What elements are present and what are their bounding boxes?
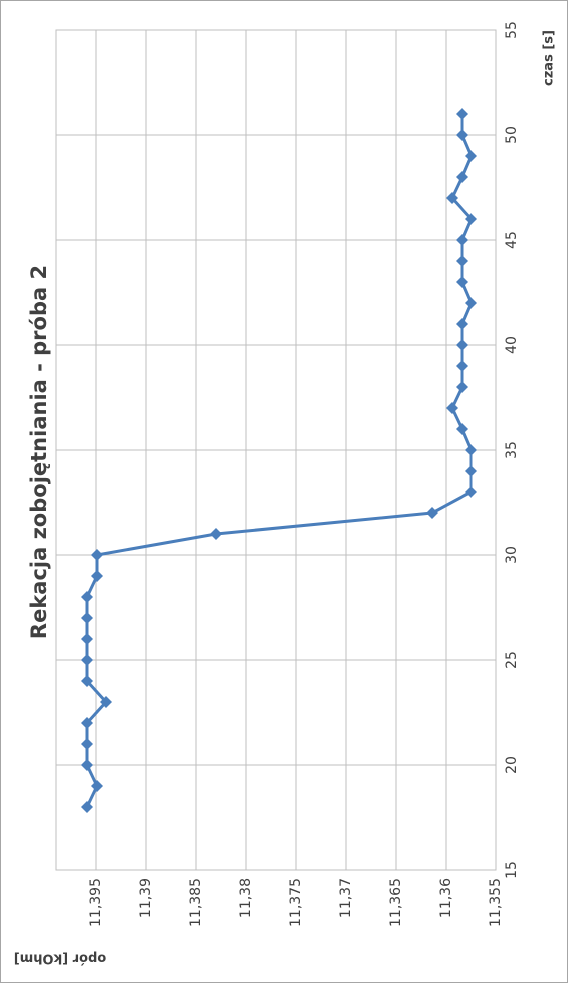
y-tick-label: 11,365 xyxy=(388,878,404,927)
x-tick-label: 30 xyxy=(504,546,520,564)
data-point xyxy=(81,633,93,645)
data-point xyxy=(91,549,103,561)
y-tick-label: 11,37 xyxy=(338,878,354,918)
data-point xyxy=(465,444,477,456)
data-point xyxy=(100,696,112,708)
y-tick-label: 11,375 xyxy=(288,878,304,927)
y-axis-title: opór [kOhm] xyxy=(14,951,107,966)
data-point xyxy=(446,192,458,204)
data-point xyxy=(81,759,93,771)
data-point xyxy=(456,234,468,246)
data-point xyxy=(81,591,93,603)
data-point xyxy=(465,297,477,309)
data-point xyxy=(456,381,468,393)
x-tick-label: 45 xyxy=(504,231,520,249)
data-point xyxy=(81,654,93,666)
y-tick-label: 11,355 xyxy=(488,878,504,927)
data-line xyxy=(85,114,473,808)
x-tick-label: 15 xyxy=(504,861,520,879)
x-tick-label: 20 xyxy=(504,756,520,774)
data-point xyxy=(456,360,468,372)
x-tick-label: 40 xyxy=(504,336,520,354)
y-tick-label: 11,39 xyxy=(138,878,154,918)
data-point xyxy=(456,276,468,288)
chart-title: Rekacja zobojętniania - próba 2 xyxy=(27,265,51,639)
data-point xyxy=(210,528,222,540)
data-point xyxy=(456,108,468,120)
data-point xyxy=(446,402,458,414)
data-point xyxy=(456,339,468,351)
data-point xyxy=(456,171,468,183)
plot-area xyxy=(55,29,497,871)
data-point xyxy=(465,465,477,477)
y-tick-label: 11,395 xyxy=(88,878,104,927)
data-point xyxy=(91,570,103,582)
data-point xyxy=(465,150,477,162)
data-point xyxy=(81,738,93,750)
data-point xyxy=(456,255,468,267)
data-point xyxy=(456,318,468,330)
x-tick-label: 35 xyxy=(504,441,520,459)
data-point xyxy=(426,507,438,519)
y-tick-label: 11,385 xyxy=(188,878,204,927)
x-tick-label: 55 xyxy=(504,21,520,39)
x-tick-label: 50 xyxy=(504,126,520,144)
data-point xyxy=(465,486,477,498)
data-point xyxy=(456,129,468,141)
data-point xyxy=(81,612,93,624)
data-point xyxy=(81,801,93,813)
x-axis-title: czas [s] xyxy=(542,30,557,86)
data-point xyxy=(465,213,477,225)
data-point xyxy=(456,423,468,435)
data-point xyxy=(81,717,93,729)
y-tick-label: 11,38 xyxy=(238,878,254,918)
data-point xyxy=(91,780,103,792)
data-point xyxy=(81,675,93,687)
x-tick-label: 25 xyxy=(504,651,520,669)
y-tick-label: 11,36 xyxy=(438,878,454,918)
